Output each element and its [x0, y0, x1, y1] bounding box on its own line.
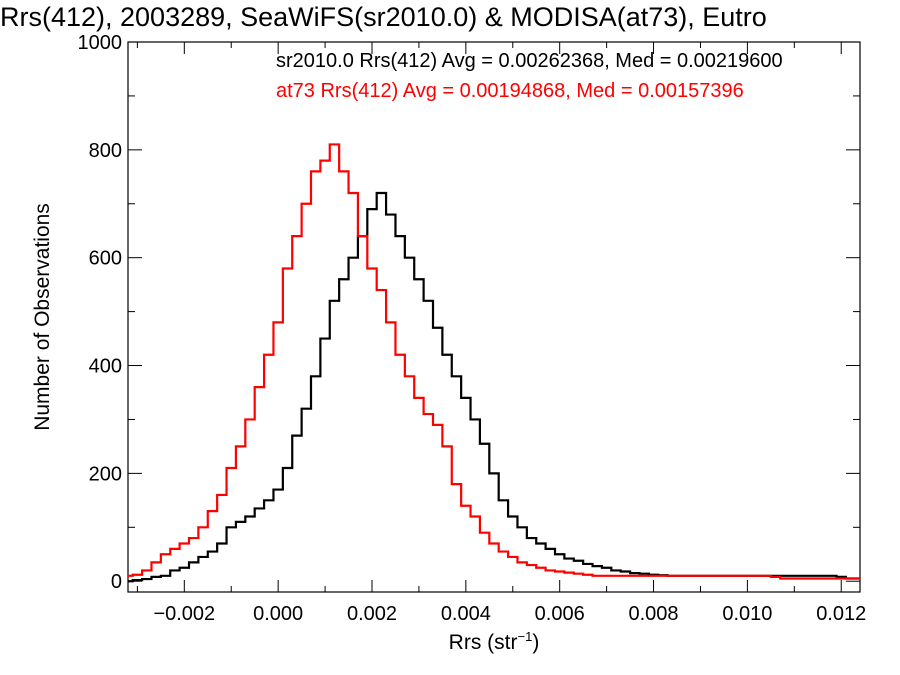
y-tick-label: 400	[89, 356, 122, 378]
x-tick-label: 0.012	[816, 603, 866, 625]
series-line-at73	[128, 143, 860, 580]
y-tick-label: 1000	[78, 32, 123, 54]
y-axis-label: Number of Observations	[31, 203, 54, 431]
x-tick-label: 0.006	[535, 603, 585, 625]
x-tick-label: −0.002	[153, 603, 215, 625]
plot-frame	[127, 41, 861, 593]
series-line-sr2010-0	[128, 191, 860, 583]
x-axis-label-superscript: −1	[518, 629, 533, 644]
annotation-sr2010: sr2010.0 Rrs(412) Avg = 0.00262368, Med …	[276, 50, 783, 72]
y-tick-label: 800	[89, 140, 122, 162]
x-tick-label: 0.008	[629, 603, 679, 625]
annotation-at73: at73 Rrs(412) Avg = 0.00194868, Med = 0.…	[276, 80, 744, 102]
x-tick-label: 0.010	[722, 603, 772, 625]
series-layer	[128, 143, 860, 583]
y-tick-label: 200	[89, 463, 122, 485]
x-tick-label: 0.000	[253, 603, 303, 625]
x-axis-label: Rrs (str−1)	[449, 629, 540, 654]
y-axis: 0 200 400 600 800 1000	[78, 32, 860, 593]
x-axis-label-close: )	[532, 631, 539, 654]
x-axis: −0.002 0.000 0.002 0.004 0.006 0.008 0.010 0.01…	[136, 42, 866, 625]
y-tick-label: 0	[111, 571, 122, 593]
x-axis-label-text: Rrs (str	[449, 631, 518, 654]
y-tick-label: 600	[89, 248, 122, 270]
x-tick-label: 0.004	[441, 603, 491, 625]
chart-title: Rrs(412), 2003289, SeaWiFS(sr2010.0) & M…	[0, 2, 767, 32]
x-tick-label: 0.002	[347, 603, 397, 625]
